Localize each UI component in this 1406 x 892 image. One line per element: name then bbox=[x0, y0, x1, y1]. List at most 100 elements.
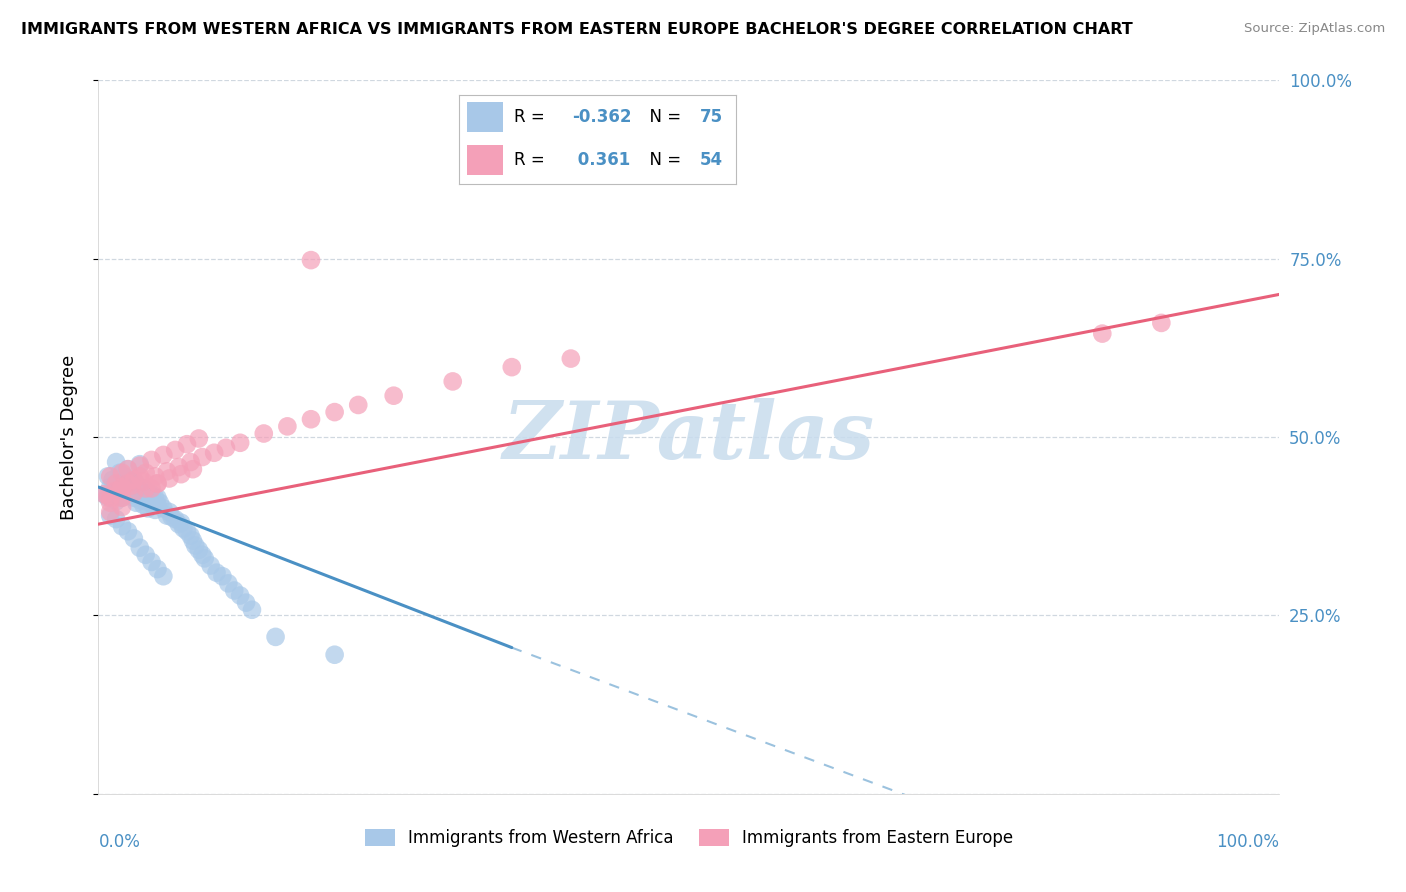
Point bbox=[146, 491, 169, 505]
Point bbox=[135, 482, 157, 496]
Point bbox=[143, 469, 166, 483]
Point bbox=[105, 494, 128, 508]
Point bbox=[217, 576, 239, 591]
Point bbox=[560, 351, 582, 366]
Point bbox=[122, 473, 145, 487]
Point bbox=[152, 569, 174, 583]
Point bbox=[105, 476, 128, 491]
Point bbox=[141, 482, 163, 496]
Point bbox=[382, 389, 405, 403]
Point bbox=[105, 455, 128, 469]
Point bbox=[152, 448, 174, 462]
Point bbox=[122, 491, 145, 505]
Point bbox=[98, 480, 121, 494]
Point bbox=[98, 496, 121, 510]
Point bbox=[211, 569, 233, 583]
Point bbox=[98, 469, 121, 483]
Point bbox=[167, 460, 190, 475]
Point bbox=[128, 469, 150, 483]
Point bbox=[98, 505, 121, 519]
Legend: Immigrants from Western Africa, Immigrants from Eastern Europe: Immigrants from Western Africa, Immigran… bbox=[359, 822, 1019, 854]
Point bbox=[128, 457, 150, 471]
Point bbox=[135, 548, 157, 562]
Point bbox=[111, 519, 134, 533]
Point bbox=[149, 496, 172, 510]
Point bbox=[229, 589, 252, 603]
Point bbox=[135, 466, 157, 480]
Point bbox=[170, 516, 193, 530]
Point bbox=[165, 442, 187, 457]
Point bbox=[108, 482, 131, 496]
Point bbox=[264, 630, 287, 644]
Point bbox=[125, 496, 148, 510]
Point bbox=[184, 539, 207, 553]
Point bbox=[141, 555, 163, 569]
Point bbox=[299, 253, 322, 268]
Point bbox=[181, 533, 204, 548]
Point bbox=[215, 441, 238, 455]
Point bbox=[176, 437, 198, 451]
Point bbox=[97, 469, 120, 483]
Point bbox=[501, 360, 523, 375]
Point bbox=[121, 475, 143, 489]
Point bbox=[299, 412, 322, 426]
Point bbox=[98, 491, 121, 505]
Point bbox=[112, 485, 135, 500]
Point bbox=[141, 453, 163, 467]
Point bbox=[181, 462, 204, 476]
Text: IMMIGRANTS FROM WESTERN AFRICA VS IMMIGRANTS FROM EASTERN EUROPE BACHELOR'S DEGR: IMMIGRANTS FROM WESTERN AFRICA VS IMMIGR… bbox=[21, 22, 1133, 37]
Point bbox=[180, 528, 202, 542]
Point bbox=[122, 485, 145, 500]
Point bbox=[1091, 326, 1114, 341]
Point bbox=[146, 562, 169, 576]
Point bbox=[117, 489, 139, 503]
Point bbox=[136, 501, 159, 516]
Point bbox=[117, 524, 139, 539]
Point bbox=[156, 464, 179, 478]
Point bbox=[105, 476, 128, 491]
Point bbox=[180, 455, 202, 469]
Point bbox=[128, 483, 150, 498]
Point bbox=[323, 405, 346, 419]
Point bbox=[347, 398, 370, 412]
Point bbox=[205, 566, 228, 580]
Point bbox=[157, 505, 180, 519]
Point bbox=[132, 498, 155, 512]
Point bbox=[132, 482, 155, 496]
Point bbox=[111, 491, 134, 505]
Point bbox=[111, 480, 134, 494]
Point bbox=[132, 475, 155, 489]
Point bbox=[117, 478, 139, 492]
Point bbox=[121, 483, 143, 498]
Point bbox=[93, 487, 115, 501]
Point bbox=[276, 419, 298, 434]
Point bbox=[1150, 316, 1173, 330]
Point bbox=[108, 466, 131, 480]
Point bbox=[128, 541, 150, 555]
Point bbox=[240, 603, 263, 617]
Point bbox=[111, 466, 134, 480]
Point bbox=[128, 458, 150, 473]
Point bbox=[97, 489, 120, 503]
Point bbox=[108, 483, 131, 498]
Point bbox=[167, 517, 190, 532]
Point bbox=[202, 446, 225, 460]
Point bbox=[176, 524, 198, 539]
Point bbox=[323, 648, 346, 662]
Point bbox=[93, 487, 115, 501]
Point bbox=[187, 432, 209, 446]
Point bbox=[135, 494, 157, 508]
Point bbox=[136, 485, 159, 500]
Point bbox=[152, 501, 174, 516]
Point bbox=[111, 475, 134, 489]
Point bbox=[229, 435, 252, 450]
Point bbox=[165, 512, 187, 526]
Y-axis label: Bachelor's Degree: Bachelor's Degree bbox=[59, 354, 77, 520]
Text: 100.0%: 100.0% bbox=[1216, 833, 1279, 851]
Point bbox=[224, 583, 246, 598]
Point bbox=[200, 558, 222, 573]
Text: ZIPatlas: ZIPatlas bbox=[503, 399, 875, 475]
Point bbox=[191, 548, 214, 562]
Point bbox=[170, 467, 193, 482]
Point bbox=[160, 510, 183, 524]
